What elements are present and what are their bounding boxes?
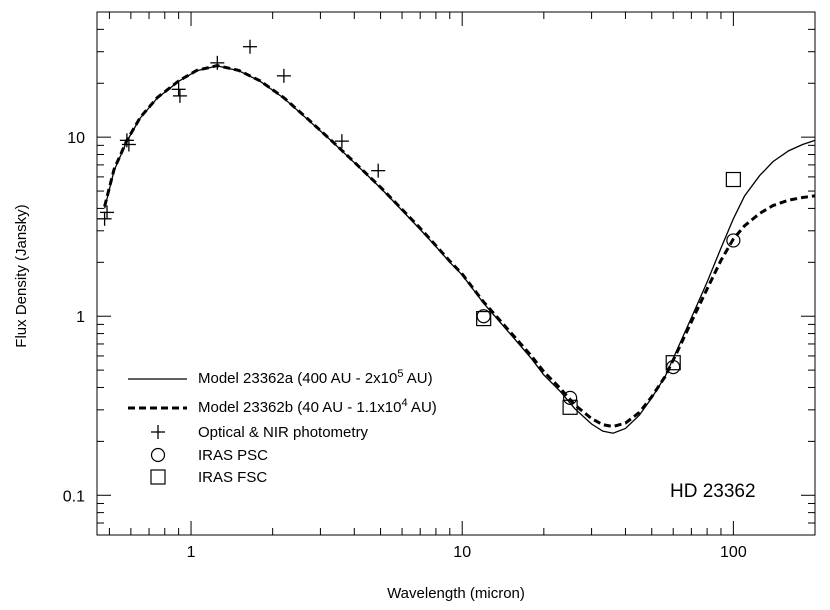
iras-fsc-point bbox=[725, 171, 741, 188]
photometry-point bbox=[119, 133, 134, 148]
legend-label-phot: Optical & NIR photometry bbox=[198, 424, 369, 441]
x-tick-label: 10 bbox=[453, 544, 471, 561]
x-tick-label: 1 bbox=[187, 544, 196, 561]
model-curve-b bbox=[103, 64, 815, 429]
legend-label-fsc: IRAS FSC bbox=[198, 469, 267, 486]
y-axis-label: Flux Density (Jansky) bbox=[13, 204, 30, 347]
photometry-point bbox=[121, 137, 136, 152]
photometry-point bbox=[210, 55, 225, 70]
legend: Model 23362a (400 AU - 2x105 AU) Model 23… bbox=[128, 368, 437, 486]
iras-fsc-point bbox=[476, 310, 492, 327]
axis-ticks bbox=[97, 11, 816, 536]
photometry-point bbox=[276, 68, 291, 83]
legend-label-psc: IRAS PSC bbox=[198, 447, 268, 464]
x-tick-labels: 1 10 100 bbox=[187, 544, 747, 561]
photometry-point bbox=[172, 88, 187, 103]
x-axis-label: Wavelength (micron) bbox=[387, 585, 525, 602]
y-tick-label: 0.1 bbox=[63, 488, 85, 505]
photometry-point bbox=[371, 163, 386, 178]
plot-frame bbox=[96, 11, 816, 536]
x-tick-label: 100 bbox=[720, 544, 747, 561]
model-curve-a bbox=[103, 65, 815, 434]
iras-psc-point bbox=[563, 390, 578, 405]
photometry-point bbox=[334, 134, 349, 149]
legend-label-a: Model 23362a (400 AU - 2x105 AU) bbox=[198, 368, 433, 387]
legend-swatch-plus bbox=[151, 425, 165, 439]
legend-label-b: Model 23362b (40 AU - 1.1x104 AU) bbox=[198, 397, 437, 416]
photometry-point bbox=[243, 39, 258, 54]
y-tick-label: 1 bbox=[76, 309, 85, 326]
legend-swatch-circle bbox=[150, 447, 166, 463]
photometry-point bbox=[100, 205, 115, 220]
iras-psc-point bbox=[726, 233, 741, 248]
legend-swatch-square bbox=[150, 469, 166, 485]
star-name-annotation: HD 23362 bbox=[670, 481, 756, 502]
iras-fsc-point bbox=[665, 355, 681, 371]
y-tick-label: 10 bbox=[67, 130, 85, 147]
photometry-point bbox=[97, 211, 112, 226]
photometry-point bbox=[171, 82, 186, 97]
y-tick-labels: 0.1 1 10 bbox=[63, 130, 85, 505]
iras-fsc-point bbox=[562, 399, 578, 415]
model-curves bbox=[103, 64, 815, 434]
data-markers bbox=[97, 39, 741, 415]
